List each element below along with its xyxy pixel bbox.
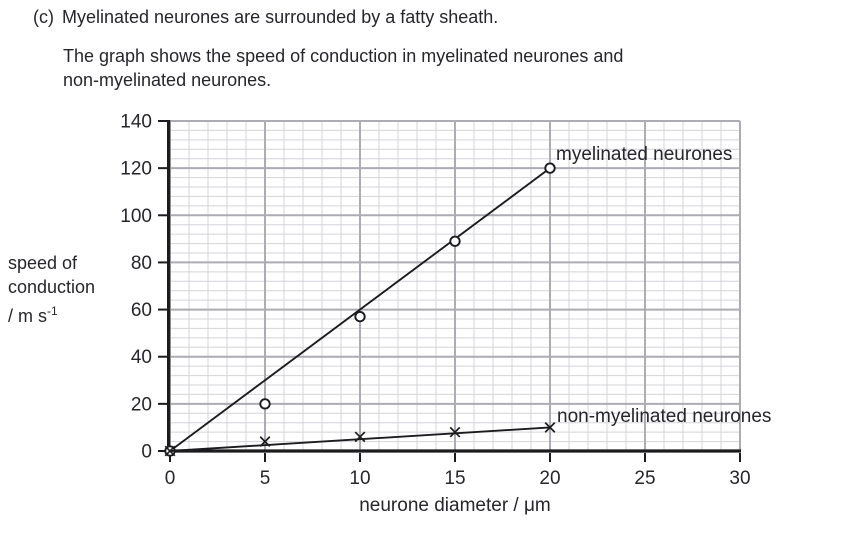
data-point-circle [354, 310, 366, 323]
data-point-x [354, 431, 366, 443]
x-tick-label: 30 [729, 468, 750, 489]
question-description: The graph shows the speed of conduction … [63, 44, 623, 92]
trend-line [169, 426, 551, 452]
data-point-x [449, 426, 461, 438]
y-tick-label: 80 [131, 253, 152, 274]
y-tick-label: 140 [120, 112, 152, 133]
data-point-x [259, 436, 271, 447]
y-tick-label: 100 [120, 206, 152, 227]
x-tick-label: 10 [349, 468, 370, 489]
data-point-circle [259, 398, 271, 410]
trend-line [169, 167, 551, 452]
data-point-circle [164, 445, 176, 457]
data-point-circle [449, 235, 461, 247]
y-axis-title-line2: conduction [8, 277, 96, 297]
y-axis-title: speed of conduction / m s-1 [8, 251, 95, 328]
question-description-line1: The graph shows the speed of conduction … [63, 46, 624, 66]
y-tick-label: 120 [120, 159, 152, 180]
data-point-x [259, 436, 271, 447]
grid-major-lines [169, 120, 741, 452]
x-tick-label: 20 [539, 468, 560, 489]
y-tick-label: 40 [131, 347, 152, 368]
data-point-x [164, 445, 176, 457]
series-non-myelinated [164, 422, 556, 457]
x-tick-labels: 0 5 10 15 20 25 30 [165, 468, 751, 489]
y-tick-labels: 0 20 40 60 80 100 120 140 [120, 112, 152, 463]
y-axis-title-line1: speed of [8, 253, 78, 273]
y-tick-label: 20 [131, 394, 152, 415]
y-tick-label: 0 [141, 442, 152, 463]
x-tick-label: 5 [260, 468, 271, 489]
series-myelinated [164, 162, 556, 457]
data-point-x [354, 431, 366, 443]
x-axis-title: neurone diameter / μm [359, 495, 551, 516]
question-description-line2: non-myelinated neurones. [63, 70, 272, 90]
axes [167, 120, 741, 453]
series-label-myelinated: myelinated neurones [556, 144, 733, 165]
y-tick-label: 60 [131, 300, 152, 321]
grid-minor-lines [170, 121, 740, 451]
y-axis-unit-prefix: / m s [8, 306, 47, 326]
x-tick-label: 25 [634, 468, 655, 489]
y-axis-unit-exponent: -1 [47, 304, 58, 318]
data-point-circle [544, 162, 556, 174]
data-point-x [449, 426, 461, 438]
x-tick-label: 0 [165, 468, 176, 489]
data-point-x [164, 445, 176, 457]
x-tick-label: 15 [444, 468, 465, 489]
y-axis-title-unit: / m s-1 [8, 299, 95, 328]
series-label-non-myelinated: non-myelinated neurones [557, 406, 772, 427]
question-intro-text: Myelinated neurones are surrounded by a … [62, 7, 499, 27]
data-point-x [544, 422, 556, 433]
question-part-label: (c) [33, 7, 54, 27]
data-point-x [544, 422, 556, 433]
